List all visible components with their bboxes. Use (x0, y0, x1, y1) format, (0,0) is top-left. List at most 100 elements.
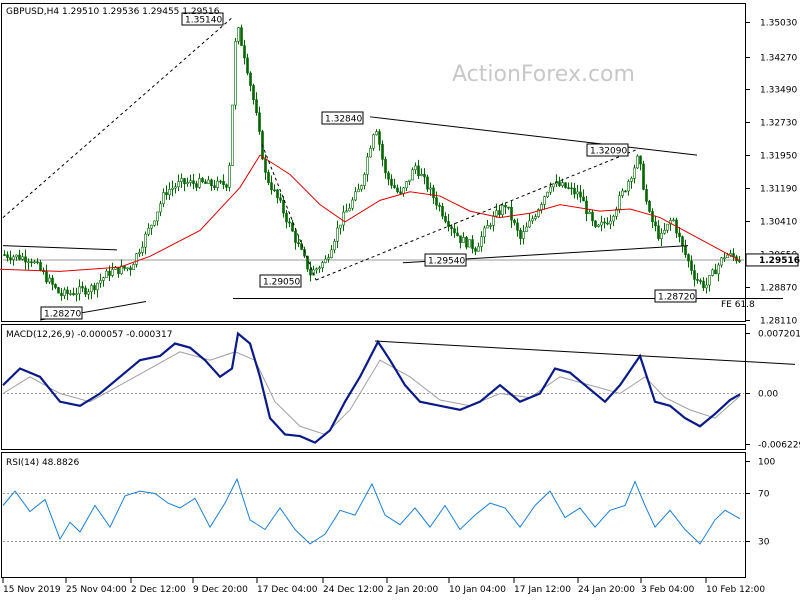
candle-body (645, 189, 648, 202)
candle-body (207, 179, 210, 184)
candle-body (267, 172, 270, 183)
price-panel (1, 3, 746, 322)
candle-body (234, 41, 237, 106)
price-label-box (40, 306, 83, 320)
macd-tick-label: 0.00 (758, 390, 778, 400)
candle-body (255, 99, 258, 114)
candle-body (618, 195, 621, 210)
x-axis: 15 Nov 2019 25 Nov 04:00 2 Dec 12:00 9 Dec … (2, 578, 765, 595)
candle-body (576, 191, 579, 195)
candle-body (537, 209, 540, 217)
price-label: 1.35140 (185, 16, 222, 26)
candle-body (237, 27, 240, 42)
candle-body (381, 144, 384, 160)
price-tick-label: 1.28870 (760, 284, 797, 294)
last-price-label: 1.29516 (759, 256, 800, 266)
trend-line (2, 245, 118, 251)
candle-body (570, 187, 573, 190)
candle-body (105, 270, 108, 279)
price-tick-label: 1.30410 (760, 218, 797, 228)
candle-body (549, 186, 552, 193)
candle-body (288, 221, 291, 224)
x-tick-label: 10 Feb 12:00 (706, 585, 765, 595)
candle-body (291, 222, 294, 232)
candle-body (654, 221, 657, 227)
candle-body (507, 206, 510, 209)
candle-body (687, 254, 690, 262)
candle-body (123, 265, 126, 269)
candle-body (102, 277, 105, 281)
rsi-header: RSI(14) 48.8826 (6, 458, 79, 468)
fib-label: FE 61.8 (721, 300, 755, 310)
candle-body (231, 104, 234, 166)
candle-body (153, 220, 156, 226)
candle-body (87, 291, 90, 295)
candle-body (552, 183, 555, 188)
candle-body (639, 155, 642, 165)
candle-body (684, 245, 687, 255)
x-tick-label: 25 Nov 04:00 (66, 585, 127, 595)
candle-body (33, 261, 36, 264)
candle-body (372, 134, 375, 149)
candle-body (714, 269, 717, 275)
candle-body (522, 231, 525, 239)
candle-body (324, 258, 327, 263)
candle-body (321, 262, 324, 268)
candle-body (27, 261, 30, 264)
candle-body (216, 180, 219, 188)
candle-body (120, 265, 123, 274)
candle-body (642, 163, 645, 190)
rsi-panel (1, 452, 746, 578)
candle-body (579, 191, 582, 198)
candle-body (540, 204, 543, 210)
candle-body (99, 280, 102, 284)
candle-body (378, 131, 381, 145)
candle-body (609, 220, 612, 225)
price-tick-label: 1.33490 (760, 86, 797, 96)
price-tick-label: 1.35030 (760, 19, 797, 29)
candle-body (174, 186, 177, 189)
price-label-box (654, 289, 697, 303)
price-label: 1.32090 (590, 147, 627, 157)
price-label-box (259, 274, 302, 288)
candle-body (339, 224, 342, 229)
candle-body (156, 211, 159, 222)
candle-body (474, 248, 477, 252)
candle-body (459, 235, 462, 243)
trend-line (369, 116, 698, 156)
candle-body (630, 177, 633, 182)
candle-body (9, 257, 12, 260)
candle-body (696, 279, 699, 281)
candle-body (60, 292, 63, 297)
candle-body (189, 180, 192, 183)
candle-body (21, 256, 24, 260)
candle-body (213, 185, 216, 188)
candle-body (171, 187, 174, 190)
candle-body (435, 197, 438, 206)
last-price-box (745, 253, 799, 267)
candle-body (6, 254, 9, 258)
candle-body (150, 224, 153, 229)
candle-body (141, 246, 144, 253)
candle-body (279, 197, 282, 201)
candle-body (12, 256, 15, 260)
candle-body (144, 233, 147, 248)
price-label: 1.28720 (658, 293, 695, 303)
macd-header: MACD(12,26,9) -0.000057 -0.000317 (6, 330, 172, 340)
candle-body (285, 212, 288, 223)
candle-body (342, 211, 345, 226)
candle-body (501, 204, 504, 215)
candle-body (39, 262, 42, 271)
candle-body (588, 211, 591, 214)
candle-body (201, 178, 204, 183)
price-label: 1.28270 (44, 310, 81, 320)
price-label: 1.29050 (263, 278, 300, 288)
candle-body (210, 179, 213, 187)
price-tick-label: 1.31950 (760, 152, 797, 162)
candle-body (24, 256, 27, 263)
candle-body (3, 254, 6, 256)
candle-body (192, 180, 195, 184)
rsi-tick-label: 30 (758, 538, 770, 548)
candle-body (69, 293, 72, 295)
candle-body (51, 277, 54, 285)
